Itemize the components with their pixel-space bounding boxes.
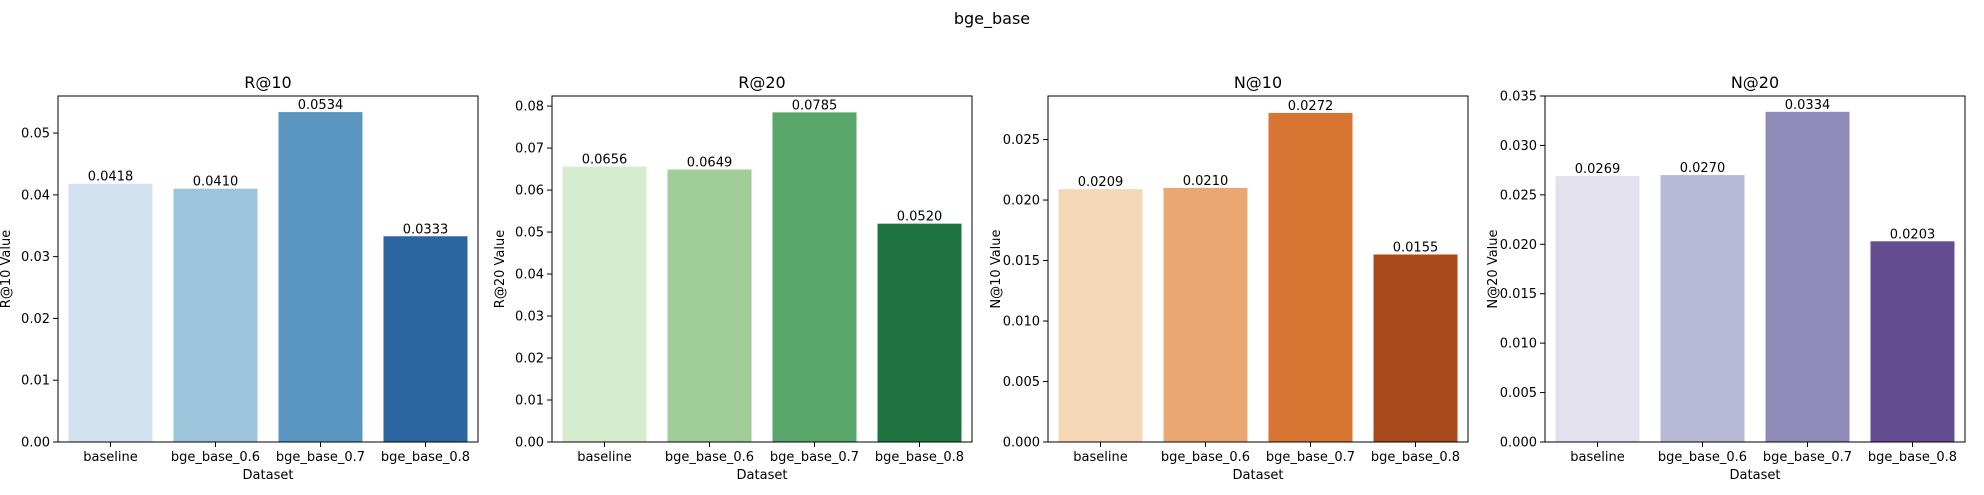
- bar: [173, 188, 258, 442]
- chart-panel-1: 0.0418 baseline 0.0410 bge_base_0.6 0.0534 bg…: [0, 73, 479, 483]
- bar: [772, 112, 857, 442]
- bar-value-label: 0.0418: [88, 170, 134, 185]
- bar: [383, 236, 468, 442]
- y-tick-label: 0.030: [1500, 139, 1537, 154]
- bar: [1660, 175, 1745, 443]
- bar-value-label: 0.0203: [1890, 227, 1936, 242]
- y-tick-label: 0.07: [515, 142, 544, 157]
- bar: [667, 169, 752, 442]
- y-tick-label: 0.08: [515, 100, 544, 115]
- chart-panel-2: 0.0656 baseline 0.0649 bge_base_0.6 0.0785 bg…: [493, 73, 973, 483]
- bar-value-label: 0.0334: [1785, 98, 1831, 113]
- figure-suptitle: bge_base: [954, 9, 1030, 29]
- y-tick-label: 0.03: [515, 310, 544, 325]
- x-tick-label: bge_base_0.8: [1371, 450, 1460, 465]
- bar-value-label: 0.0656: [582, 153, 628, 168]
- chart-title: N@20: [1731, 73, 1779, 92]
- x-tick-label: bge_base_0.7: [1763, 450, 1852, 465]
- y-tick-label: 0.00: [21, 436, 50, 451]
- bar: [1058, 189, 1143, 442]
- bar-value-label: 0.0272: [1288, 99, 1334, 114]
- chart-panel-4: 0.0269 baseline 0.0270 bge_base_0.6 0.0334 bg…: [1486, 73, 1966, 483]
- bar: [877, 223, 962, 442]
- bar-value-label: 0.0210: [1183, 174, 1229, 189]
- x-tick-label: baseline: [1073, 450, 1127, 465]
- x-tick-label: bge_base_0.7: [770, 450, 859, 465]
- chart-panel-3: 0.0209 baseline 0.0210 bge_base_0.6 0.0272 bg…: [989, 73, 1469, 483]
- x-tick-label: bge_base_0.8: [1868, 450, 1957, 465]
- y-tick-label: 0.02: [21, 312, 50, 327]
- x-axis-label: Dataset: [1233, 468, 1284, 483]
- x-tick-label: bge_base_0.6: [665, 450, 754, 465]
- y-tick-label: 0.02: [515, 352, 544, 367]
- bar: [1870, 241, 1955, 442]
- bar: [278, 112, 363, 443]
- x-tick-label: baseline: [1570, 450, 1624, 465]
- y-tick-label: 0.020: [1003, 194, 1040, 209]
- bar: [1268, 112, 1353, 442]
- y-tick-label: 0.04: [21, 188, 50, 203]
- x-tick-label: bge_base_0.7: [1266, 450, 1355, 465]
- chart-title: R@20: [738, 73, 785, 92]
- y-tick-label: 0.015: [1500, 287, 1537, 302]
- x-tick-label: bge_base_0.6: [171, 450, 260, 465]
- x-tick-label: bge_base_0.6: [1161, 450, 1250, 465]
- y-tick-label: 0.000: [1003, 436, 1040, 451]
- bar: [562, 166, 647, 442]
- x-axis-label: Dataset: [243, 468, 294, 483]
- bar: [1373, 254, 1458, 442]
- bar-value-label: 0.0649: [687, 155, 733, 170]
- bar-value-label: 0.0270: [1680, 161, 1726, 176]
- bar-value-label: 0.0785: [792, 98, 838, 113]
- y-tick-label: 0.025: [1003, 133, 1040, 148]
- y-tick-label: 0.020: [1500, 238, 1537, 253]
- bar-value-label: 0.0155: [1393, 240, 1439, 255]
- y-tick-label: 0.005: [1003, 375, 1040, 390]
- bar-value-label: 0.0534: [298, 98, 344, 113]
- bar: [1765, 111, 1850, 443]
- x-tick-label: baseline: [83, 450, 137, 465]
- bar-value-label: 0.0410: [193, 175, 239, 190]
- y-tick-label: 0.035: [1500, 90, 1537, 105]
- y-tick-label: 0.06: [515, 184, 544, 199]
- axes-frame: [1544, 95, 1966, 443]
- axes-frame: [1047, 95, 1469, 443]
- bar-value-label: 0.0333: [403, 222, 449, 237]
- y-axis-label: R@10 Value: [0, 230, 14, 308]
- y-axis-label: R@20 Value: [493, 230, 508, 308]
- axes-frame: [551, 95, 973, 443]
- y-tick-label: 0.005: [1500, 386, 1537, 401]
- axes-frame: [57, 95, 479, 443]
- x-axis-label: Dataset: [1730, 468, 1781, 483]
- y-tick-label: 0.04: [515, 268, 544, 283]
- chart-title: N@10: [1234, 73, 1282, 92]
- y-tick-label: 0.000: [1500, 436, 1537, 451]
- y-tick-label: 0.01: [21, 374, 50, 389]
- x-tick-label: bge_base_0.8: [381, 450, 470, 465]
- bar-value-label: 0.0520: [897, 210, 943, 225]
- y-tick-label: 0.01: [515, 394, 544, 409]
- y-tick-label: 0.05: [515, 226, 544, 241]
- x-tick-label: baseline: [577, 450, 631, 465]
- x-tick-label: bge_base_0.8: [875, 450, 964, 465]
- bar: [1555, 176, 1640, 442]
- x-axis-label: Dataset: [737, 468, 788, 483]
- y-tick-label: 0.025: [1500, 188, 1537, 203]
- bar: [68, 183, 153, 442]
- y-tick-label: 0.03: [21, 250, 50, 265]
- chart-title: R@10: [244, 73, 291, 92]
- bar-value-label: 0.0269: [1575, 162, 1621, 177]
- y-tick-label: 0.015: [1003, 254, 1040, 269]
- y-tick-label: 0.010: [1500, 337, 1537, 352]
- x-tick-label: bge_base_0.7: [276, 450, 365, 465]
- y-tick-label: 0.010: [1003, 315, 1040, 330]
- y-tick-label: 0.05: [21, 127, 50, 142]
- bar: [1163, 187, 1248, 442]
- y-tick-label: 0.00: [515, 436, 544, 451]
- y-axis-label: N@10 Value: [989, 229, 1004, 308]
- x-tick-label: bge_base_0.6: [1658, 450, 1747, 465]
- y-axis-label: N@20 Value: [1486, 229, 1501, 308]
- bar-value-label: 0.0209: [1078, 175, 1124, 190]
